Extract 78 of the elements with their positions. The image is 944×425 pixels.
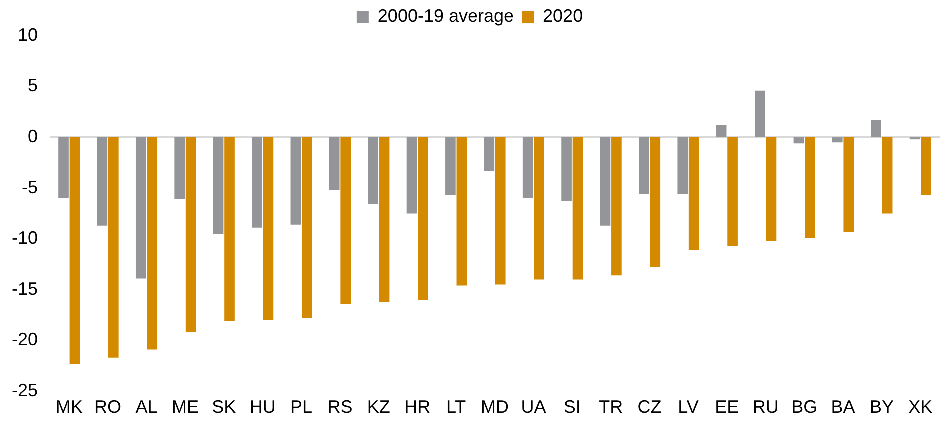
x-tick-label: KZ xyxy=(367,397,390,418)
x-tick-label: LV xyxy=(678,397,699,418)
y-tick-label: 5 xyxy=(28,76,38,96)
bar xyxy=(97,138,108,226)
bar xyxy=(290,138,302,225)
bar xyxy=(728,138,738,246)
x-tick-label: UA xyxy=(521,397,546,418)
legend-label: 2000-19 average xyxy=(378,6,514,26)
bar xyxy=(108,138,119,358)
x-tick-label: TR xyxy=(599,397,624,418)
x-tick-label: RU xyxy=(752,397,779,418)
x-tick-label: AL xyxy=(136,397,158,418)
bar xyxy=(58,138,69,198)
bar xyxy=(921,138,932,196)
bar xyxy=(224,138,235,322)
bar xyxy=(716,125,727,138)
y-tick-label: 10 xyxy=(18,24,38,45)
bar xyxy=(252,138,262,228)
bar xyxy=(688,138,700,250)
x-tick-label: RS xyxy=(328,397,353,418)
x-tick-label: HU xyxy=(250,397,276,418)
bar xyxy=(456,138,468,286)
x-tick-label: BY xyxy=(870,397,894,418)
bar xyxy=(755,90,766,138)
y-tick-label: -25 xyxy=(12,380,38,400)
bar xyxy=(522,138,534,198)
x-tick-label: RO xyxy=(94,397,122,418)
bar xyxy=(794,138,804,144)
bar xyxy=(174,138,185,200)
bar xyxy=(329,138,340,190)
bar xyxy=(844,138,854,232)
bar xyxy=(136,138,146,279)
x-tick-label: CZ xyxy=(638,397,662,418)
bar xyxy=(147,138,158,350)
bar xyxy=(302,138,312,318)
bar xyxy=(832,138,843,143)
bar xyxy=(650,138,661,268)
y-tick-label: 0 xyxy=(28,126,38,147)
bar xyxy=(213,138,224,234)
bar xyxy=(612,138,622,276)
bar xyxy=(418,138,428,300)
y-tick-label: -20 xyxy=(12,330,38,350)
bar xyxy=(368,138,378,205)
bar xyxy=(882,138,893,214)
bar xyxy=(805,138,816,238)
x-tick-label: XK xyxy=(908,397,933,418)
x-tick-label: EE xyxy=(715,397,740,418)
x-tick-label: PL xyxy=(290,397,313,418)
x-tick-label: MD xyxy=(481,397,510,418)
x-tick-label: SI xyxy=(564,397,581,418)
x-tick-label: HR xyxy=(404,397,431,418)
bar xyxy=(340,138,351,304)
bar xyxy=(484,138,495,172)
x-tick-label: MK xyxy=(56,397,83,418)
bar xyxy=(379,138,390,302)
x-tick-label: SK xyxy=(212,397,236,418)
y-tick-label: -10 xyxy=(12,228,38,248)
bar xyxy=(871,120,882,138)
x-tick-label: BG xyxy=(792,397,818,418)
legend-label: 2020 xyxy=(543,6,584,26)
bar xyxy=(70,138,80,364)
bar xyxy=(678,138,688,194)
x-tick-label: BA xyxy=(831,397,856,418)
bar xyxy=(186,138,196,333)
bar xyxy=(639,138,650,194)
y-tick-label: -5 xyxy=(22,177,38,198)
x-tick-label: LT xyxy=(446,397,466,418)
bar xyxy=(263,138,274,320)
x-tick-label: ME xyxy=(172,397,199,418)
bar xyxy=(406,138,418,214)
bar xyxy=(766,138,777,242)
bar xyxy=(446,138,456,196)
bar xyxy=(495,138,506,285)
bar xyxy=(572,138,584,280)
bar xyxy=(562,138,572,202)
bar xyxy=(600,138,611,226)
y-tick-label: -15 xyxy=(12,278,38,299)
bar xyxy=(534,138,544,280)
